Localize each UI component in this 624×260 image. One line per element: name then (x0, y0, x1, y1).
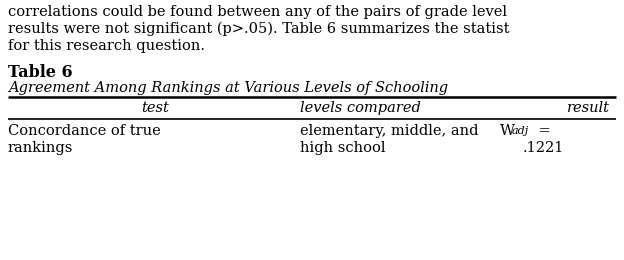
Text: results were not significant (p>.05). Table 6 summarizes the statist: results were not significant (p>.05). Ta… (8, 22, 510, 36)
Text: high school: high school (300, 141, 386, 155)
Text: rankings: rankings (8, 141, 74, 155)
Text: for this research question.: for this research question. (8, 39, 205, 53)
Text: Agreement Among Rankings at Various Levels of Schooling: Agreement Among Rankings at Various Leve… (8, 81, 448, 95)
Text: .1221: .1221 (523, 141, 564, 155)
Text: elementary, middle, and: elementary, middle, and (300, 124, 479, 138)
Text: Concordance of true: Concordance of true (8, 124, 161, 138)
Text: levels compared: levels compared (300, 101, 421, 115)
Text: correlations could be found between any of the pairs of grade level: correlations could be found between any … (8, 5, 507, 19)
Text: =: = (534, 124, 551, 138)
Text: Table 6: Table 6 (8, 64, 72, 81)
Text: result: result (567, 101, 610, 115)
Text: adj: adj (512, 126, 529, 136)
Text: test: test (141, 101, 169, 115)
Text: W: W (500, 124, 515, 138)
